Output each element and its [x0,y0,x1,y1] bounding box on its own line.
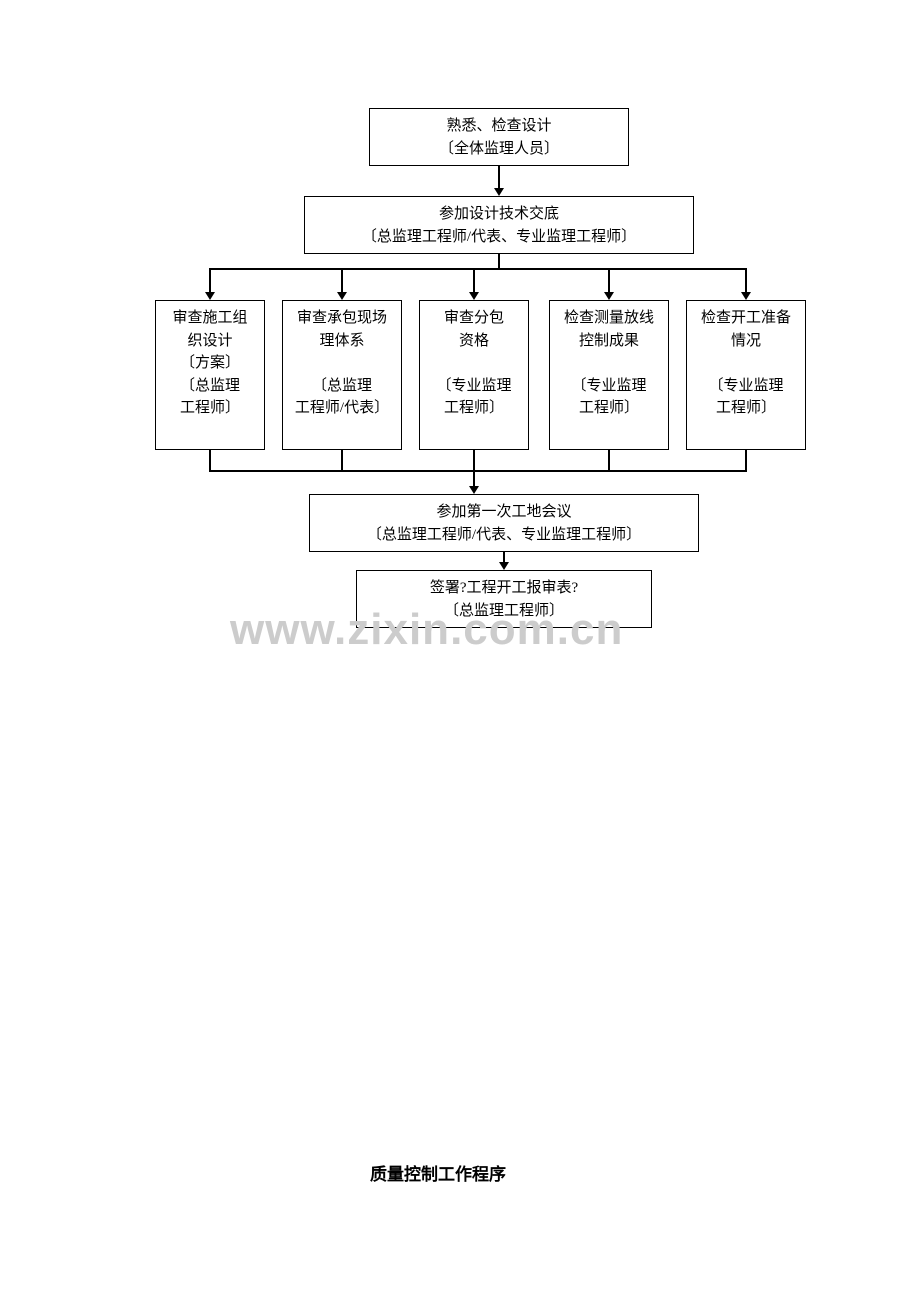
connector [503,552,505,562]
arrow-down-icon [741,292,751,300]
box-text: 检查测量放线 [564,307,654,330]
box-text: 〔总监理工程师/代表、专业监理工程师〕 [367,524,641,547]
box-review-contractor-system: 审查承包现场 理体系 〔总监理 工程师/代表〕 [282,300,402,450]
box-text: 工程师〕 [579,397,639,420]
box-text [744,352,748,375]
box-text: 熟悉、检查设计 [446,115,551,138]
box-text [340,352,344,375]
box-text [472,352,476,375]
connector [473,450,475,470]
box-text: 工程师/代表〕 [295,397,389,420]
arrow-down-icon [469,292,479,300]
box-text: 审查施工组 [172,307,247,330]
connector [341,268,343,292]
connector [341,450,343,470]
arrow-down-icon [205,292,215,300]
arrow-down-icon [604,292,614,300]
box-text: 审查分包 [444,307,504,330]
box-text: 〔总监理 [312,375,372,398]
connector [608,450,610,470]
box-text: 控制成果 [579,330,639,353]
box-text [607,352,611,375]
box-check-start-prep: 检查开工准备 情况 〔专业监理 工程师〕 [686,300,806,450]
box-check-survey: 检查测量放线 控制成果 〔专业监理 工程师〕 [549,300,669,450]
box-text: 检查开工准备 [701,307,791,330]
box-text: 签署?工程开工报审表? [430,577,578,600]
box-text: 〔专业监理 [708,375,783,398]
box-text: 理体系 [319,330,364,353]
arrow-down-icon [494,188,504,196]
box-review-construction-design: 审查施工组 织设计 〔方案〕 〔总监理 工程师〕 [155,300,265,450]
arrow-down-icon [337,292,347,300]
box-text: 〔全体监理人员〕 [439,138,559,161]
arrow-down-icon [499,562,509,570]
box-text: 〔总监理工程师/代表、专业监理工程师〕 [362,226,636,249]
box-text: 参加设计技术交底 [439,203,559,226]
connector [608,268,610,292]
connector [209,470,747,472]
connector [498,166,500,188]
box-text: 织设计 [187,330,232,353]
box-text: 〔专业监理 [436,375,511,398]
connector [745,450,747,470]
connector [473,268,475,292]
box-text: 审查承包现场 [297,307,387,330]
box-text: 〔总监理工程师〕 [444,600,564,623]
connector [498,254,500,268]
box-text: 〔总监理 [180,375,240,398]
connector [209,268,747,270]
footer-title: 质量控制工作程序 [370,1160,506,1185]
box-review-design: 熟悉、检查设计 〔全体监理人员〕 [369,108,629,166]
connector [745,268,747,292]
flowchart-container: 熟悉、检查设计 〔全体监理人员〕 参加设计技术交底 〔总监理工程师/代表、专业监… [0,0,920,700]
box-text: 〔专业监理 [571,375,646,398]
box-text: 情况 [731,330,761,353]
box-text: 工程师〕 [444,397,504,420]
box-text: 资格 [459,330,489,353]
box-text: 〔方案〕 [180,352,240,375]
arrow-down-icon [469,486,479,494]
connector [473,470,475,486]
box-text: 参加第一次工地会议 [436,501,571,524]
connector [209,268,211,292]
box-review-subcontractor: 审查分包 资格 〔专业监理 工程师〕 [419,300,529,450]
connector [209,450,211,470]
box-text: 工程师〕 [180,397,240,420]
box-first-site-meeting: 参加第一次工地会议 〔总监理工程师/代表、专业监理工程师〕 [309,494,699,552]
box-sign-start-form: 签署?工程开工报审表? 〔总监理工程师〕 [356,570,652,628]
box-text: 工程师〕 [716,397,776,420]
box-design-briefing: 参加设计技术交底 〔总监理工程师/代表、专业监理工程师〕 [304,196,694,254]
